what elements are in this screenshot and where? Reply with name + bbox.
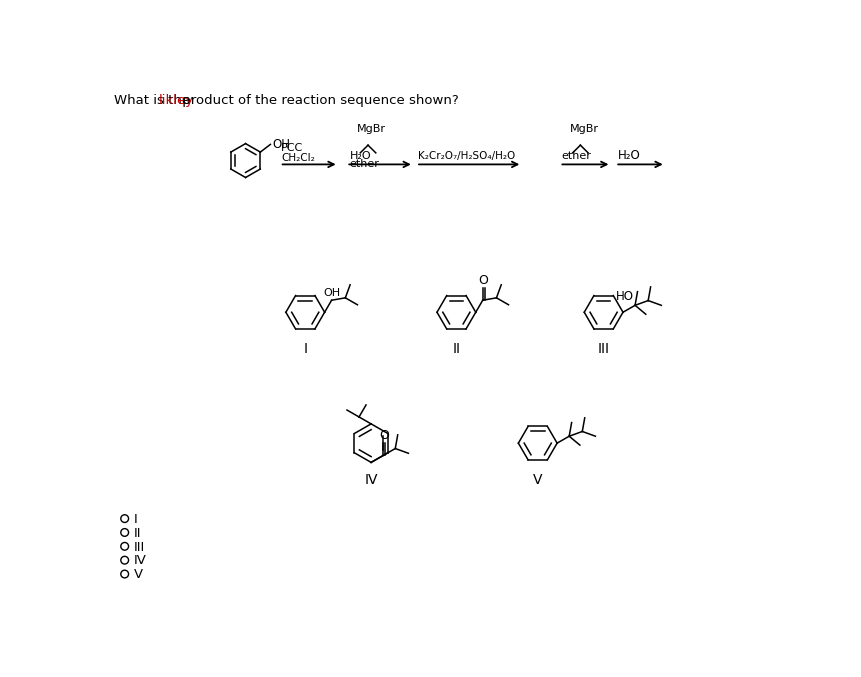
Text: IV: IV: [134, 554, 147, 567]
Text: What is the: What is the: [114, 93, 195, 106]
Text: ether: ether: [561, 151, 591, 161]
Text: OH: OH: [272, 138, 290, 151]
Text: PCC: PCC: [282, 144, 303, 153]
Text: III: III: [598, 343, 610, 356]
Text: H₂O: H₂O: [350, 151, 371, 161]
Text: MgBr: MgBr: [357, 124, 387, 134]
Text: V: V: [533, 473, 542, 487]
Text: V: V: [134, 568, 143, 582]
Text: I: I: [134, 513, 138, 526]
Text: product of the reaction sequence shown?: product of the reaction sequence shown?: [178, 93, 459, 106]
Text: OH: OH: [323, 288, 340, 298]
Text: MgBr: MgBr: [569, 124, 598, 134]
Text: O: O: [479, 274, 488, 287]
Text: ether: ether: [350, 159, 380, 169]
Text: H₂O: H₂O: [617, 150, 641, 162]
Text: I: I: [303, 343, 307, 356]
Text: II: II: [452, 343, 461, 356]
Text: O: O: [379, 429, 389, 442]
Text: K₂Cr₂O₇/H₂SO₄/H₂O: K₂Cr₂O₇/H₂SO₄/H₂O: [418, 151, 515, 161]
Text: HO: HO: [616, 290, 634, 303]
Text: III: III: [134, 541, 146, 554]
Text: CH₂Cl₂: CH₂Cl₂: [282, 153, 315, 163]
Text: II: II: [134, 527, 141, 540]
Text: likley: likley: [158, 93, 194, 106]
Text: IV: IV: [364, 473, 378, 487]
